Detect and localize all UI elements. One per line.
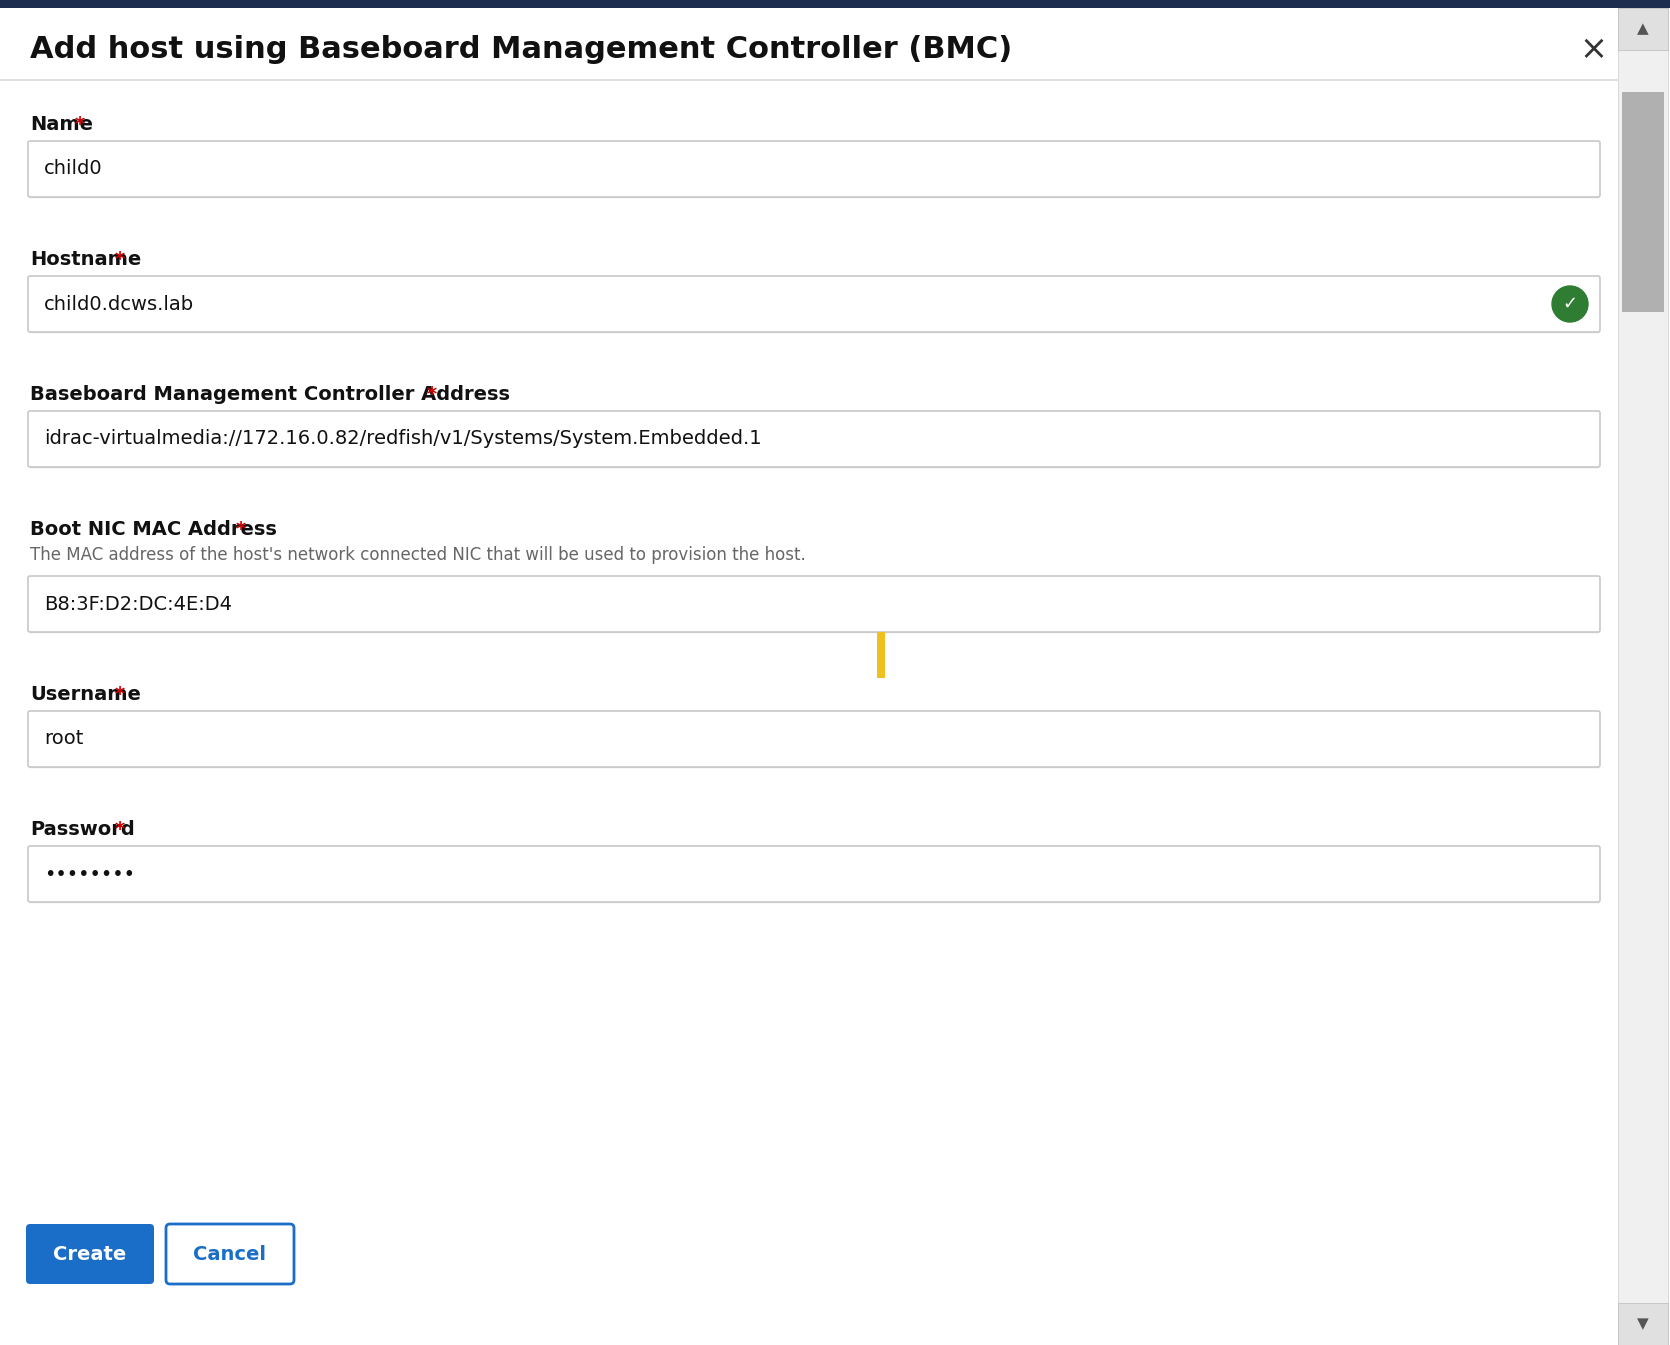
FancyBboxPatch shape xyxy=(27,1224,154,1284)
FancyBboxPatch shape xyxy=(28,276,1600,332)
Text: ▲: ▲ xyxy=(1637,22,1648,36)
Text: ▼: ▼ xyxy=(1637,1317,1648,1332)
Text: *: * xyxy=(115,685,125,703)
Text: Hostname: Hostname xyxy=(30,250,142,269)
Text: *: * xyxy=(115,250,125,269)
Text: *: * xyxy=(115,820,125,839)
FancyBboxPatch shape xyxy=(0,8,1670,1345)
Text: Add host using Baseboard Management Controller (BMC): Add host using Baseboard Management Cont… xyxy=(30,35,1012,65)
FancyBboxPatch shape xyxy=(1618,8,1668,1345)
Text: child0.dcws.lab: child0.dcws.lab xyxy=(43,295,194,313)
Text: root: root xyxy=(43,729,84,749)
Text: ••••••••: •••••••• xyxy=(43,865,135,884)
Text: The MAC address of the host's network connected NIC that will be used to provisi: The MAC address of the host's network co… xyxy=(30,546,805,564)
FancyBboxPatch shape xyxy=(1622,91,1663,312)
FancyBboxPatch shape xyxy=(1618,8,1668,50)
Text: Baseboard Management Controller Address: Baseboard Management Controller Address xyxy=(30,385,509,404)
Text: *: * xyxy=(428,385,438,404)
Text: idrac-virtualmedia://172.16.0.82/redfish/v1/Systems/System.Embedded.1: idrac-virtualmedia://172.16.0.82/redfish… xyxy=(43,429,762,448)
Text: ×: × xyxy=(1580,34,1607,66)
Text: Boot NIC MAC Address: Boot NIC MAC Address xyxy=(30,521,277,539)
FancyBboxPatch shape xyxy=(1618,1303,1668,1345)
Text: Password: Password xyxy=(30,820,135,839)
Circle shape xyxy=(1551,286,1588,321)
Text: *: * xyxy=(75,116,85,134)
Text: child0: child0 xyxy=(43,160,102,179)
Text: ✓: ✓ xyxy=(1563,295,1578,313)
FancyBboxPatch shape xyxy=(28,141,1600,196)
FancyBboxPatch shape xyxy=(0,0,1670,8)
Text: Create: Create xyxy=(53,1244,127,1263)
Text: Cancel: Cancel xyxy=(194,1244,267,1263)
FancyBboxPatch shape xyxy=(28,576,1600,632)
FancyBboxPatch shape xyxy=(877,632,885,678)
Text: Name: Name xyxy=(30,116,94,134)
FancyBboxPatch shape xyxy=(28,846,1600,902)
Text: *: * xyxy=(235,521,245,539)
FancyBboxPatch shape xyxy=(28,712,1600,767)
Text: Username: Username xyxy=(30,685,140,703)
Text: B8:3F:D2:DC:4E:D4: B8:3F:D2:DC:4E:D4 xyxy=(43,594,232,613)
FancyBboxPatch shape xyxy=(28,412,1600,467)
FancyBboxPatch shape xyxy=(165,1224,294,1284)
